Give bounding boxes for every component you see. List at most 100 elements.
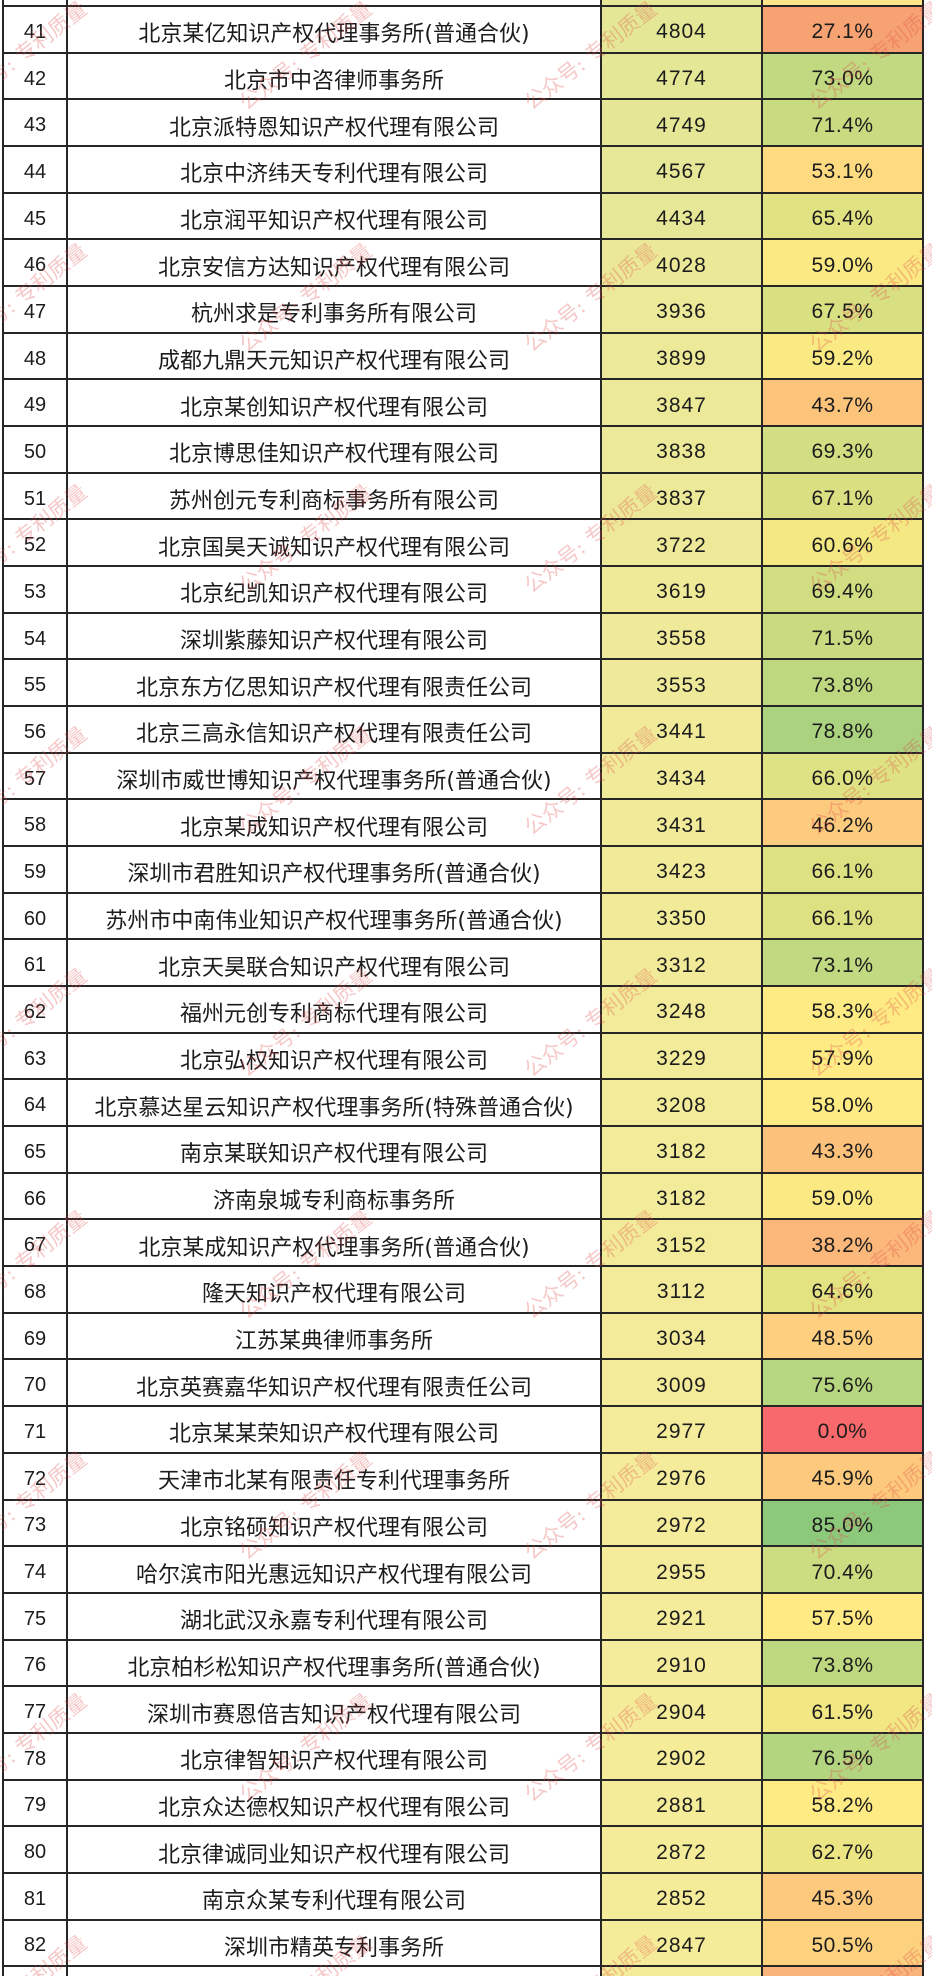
count-value: 2972 — [656, 1513, 707, 1537]
agency-name: 北京某创知识产权代理有限公司 — [179, 395, 488, 421]
count-value: 3423 — [656, 860, 707, 884]
count-cell: 3847 — [602, 380, 763, 428]
rate-value: 48.5% — [811, 1327, 874, 1351]
agency-name-cell: 湖北武汉永嘉专利代理有限公司 — [68, 1593, 602, 1641]
agency-name: 北京慕达星云知识产权代理事务所(特殊普通合伙) — [94, 1095, 574, 1121]
agency-name: 北京国昊天诚知识产权代理有限公司 — [157, 535, 510, 561]
agency-name: 北京英赛嘉华知识产权代理有限责任公司 — [135, 1375, 532, 1401]
rate-value: 66.0% — [811, 767, 874, 791]
rate-value: 38.2% — [811, 1233, 874, 1257]
table-row: 61 北京天昊联合知识产权代理有限公司 3312 73.1% — [2, 940, 924, 988]
agency-name-cell: 苏州市中南伟业知识产权代理事务所(普通合伙) — [68, 893, 602, 941]
rank-value: 77 — [23, 1701, 47, 1724]
rate-cell: 59.0% — [763, 1173, 924, 1221]
agency-name-cell: 南京某联知识产权代理有限公司 — [68, 1127, 602, 1174]
count-cell: 3152 — [602, 1220, 763, 1268]
table-row: 72 天津市北某有限责任专利代理事务所 2976 45.9% — [2, 1453, 924, 1501]
rank-cell: 43 — [2, 100, 68, 148]
rate-value: 43.7% — [811, 393, 874, 417]
rank-value: 55 — [23, 674, 47, 697]
agency-name-cell: 北京天昊联合知识产权代理有限公司 — [68, 940, 602, 988]
count-cell: 3722 — [602, 520, 763, 568]
rate-cell: 78.8% — [763, 707, 924, 754]
rate-cell: 69.3% — [763, 427, 924, 474]
table-row: 42 北京市中咨律师事务所 4774 73.0% — [2, 53, 924, 101]
agency-name: 哈尔滨市阳光惠远知识产权代理有限公司 — [135, 1562, 532, 1588]
rate-value: 53.1% — [811, 160, 874, 184]
count-value: 3312 — [656, 953, 707, 977]
count-value: 3838 — [656, 440, 707, 464]
rate-value: 58.2% — [811, 1793, 874, 1817]
count-value: 4567 — [656, 160, 707, 184]
count-value: 3899 — [656, 347, 707, 371]
agency-name-cell: 哈尔滨市阳光惠远知识产权代理有限公司 — [68, 1547, 602, 1594]
rate-cell: 62.7% — [763, 1827, 924, 1874]
rate-value: 69.4% — [811, 580, 874, 604]
agency-name-cell: 成都九鼎天元知识产权代理有限公司 — [68, 333, 602, 381]
count-value: 3936 — [656, 300, 707, 324]
rank-value: 75 — [23, 1607, 47, 1630]
agency-name-cell: 北京东方亿思知识产权代理有限责任公司 — [68, 660, 602, 708]
agency-name: 北京柏杉松知识产权代理事务所(普通合伙) — [127, 1655, 541, 1681]
count-value: 2847 — [656, 1933, 707, 1957]
agency-name-cell: 北京众达德权知识产权代理有限公司 — [68, 1780, 602, 1828]
rank-value: 45 — [23, 207, 47, 230]
rate-value: 65.4% — [811, 207, 874, 231]
count-value: 3182 — [656, 1140, 707, 1164]
agency-name-cell: 福州元创专利商标代理有限公司 — [68, 987, 602, 1034]
table-row: 41 北京某亿知识产权代理事务所(普通合伙) 4804 27.1% — [2, 7, 924, 54]
rate-cell: 59.2% — [763, 333, 924, 381]
rate-cell: 57.9% — [763, 1033, 924, 1081]
count-value: 3619 — [656, 580, 707, 604]
count-cell: 3441 — [602, 707, 763, 754]
rank-value: 78 — [23, 1747, 47, 1770]
table-row-partial-bottom — [2, 1967, 924, 1976]
count-cell: 3312 — [602, 940, 763, 988]
agency-name: 江苏某典律师事务所 — [234, 1329, 433, 1355]
rank-value: 66 — [23, 1187, 47, 1210]
agency-name-cell: 江苏某典律师事务所 — [68, 1313, 602, 1361]
agency-name: 北京某成知识产权代理有限公司 — [179, 815, 488, 841]
agency-name-cell: 北京铭硕知识产权代理有限公司 — [68, 1500, 602, 1548]
rate-value: 58.0% — [811, 1093, 874, 1117]
count-cell: 3558 — [602, 613, 763, 661]
rank-value: 67 — [23, 1234, 47, 1257]
rate-cell: 0.0% — [763, 1407, 924, 1454]
rank-cell: 63 — [2, 1033, 68, 1081]
table-row: 64 北京慕达星云知识产权代理事务所(特殊普通合伙) 3208 58.0% — [2, 1080, 924, 1128]
count-value: 2852 — [656, 1887, 707, 1911]
rank-value: 53 — [23, 580, 47, 603]
rate-cell: 70.4% — [763, 1547, 924, 1594]
count-cell — [602, 0, 763, 7]
table-row: 44 北京中济纬天专利代理有限公司 4567 53.1% — [2, 147, 924, 194]
rank-value: 81 — [23, 1887, 47, 1910]
count-cell: 3229 — [602, 1033, 763, 1081]
table-row: 53 北京纪凯知识产权代理有限公司 3619 69.4% — [2, 567, 924, 614]
agency-name: 北京律智知识产权代理有限公司 — [179, 1749, 488, 1775]
table-row: 67 北京某成知识产权代理事务所(普通合伙) 3152 38.2% — [2, 1220, 924, 1268]
count-cell: 2910 — [602, 1640, 763, 1688]
agency-name-cell: 南京众某专利代理有限公司 — [68, 1873, 602, 1921]
rate-value: 70.4% — [811, 1560, 874, 1584]
count-cell: 4749 — [602, 100, 763, 148]
count-value: 2902 — [656, 1747, 707, 1771]
rate-cell: 66.1% — [763, 847, 924, 894]
agency-name: 北京派特恩知识产权代理有限公司 — [168, 115, 499, 141]
rank-cell: 56 — [2, 707, 68, 754]
table-row: 51 苏州创元专利商标事务所有限公司 3837 67.1% — [2, 473, 924, 521]
agency-name-cell: 北京某某荣知识产权代理有限公司 — [68, 1407, 602, 1454]
count-cell: 4434 — [602, 193, 763, 241]
rate-cell: 73.8% — [763, 1640, 924, 1688]
agency-name: 北京东方亿思知识产权代理有限责任公司 — [135, 675, 532, 701]
rate-value: 59.0% — [811, 253, 874, 277]
count-value: 3441 — [656, 720, 707, 744]
count-value: 3182 — [656, 1187, 707, 1211]
agency-name: 北京市中咨律师事务所 — [223, 69, 444, 94]
count-value: 4749 — [656, 113, 707, 137]
agency-name-cell: 北京某创知识产权代理有限公司 — [68, 380, 602, 428]
agency-name: 北京天昊联合知识产权代理有限公司 — [157, 955, 510, 981]
count-cell: 3619 — [602, 567, 763, 614]
agency-name: 北京润平知识产权代理有限公司 — [179, 209, 488, 235]
rate-value: 73.8% — [811, 673, 874, 697]
